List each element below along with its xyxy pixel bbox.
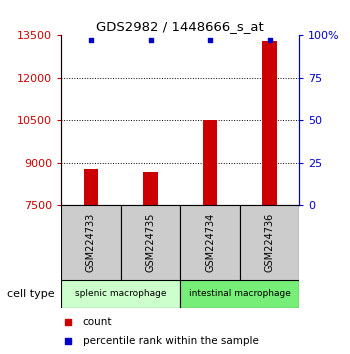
Text: GSM224736: GSM224736 bbox=[265, 213, 274, 272]
Text: splenic macrophage: splenic macrophage bbox=[75, 289, 167, 298]
Bar bbox=[121, 205, 180, 280]
Text: cell type: cell type bbox=[7, 289, 55, 299]
Bar bbox=[143, 172, 158, 205]
Text: GSM224735: GSM224735 bbox=[146, 213, 155, 272]
Point bbox=[65, 320, 71, 325]
Bar bbox=[180, 205, 240, 280]
Point bbox=[267, 37, 272, 42]
Point bbox=[148, 37, 153, 42]
Point bbox=[207, 37, 213, 42]
Point bbox=[88, 37, 94, 42]
Bar bbox=[84, 169, 98, 205]
Bar bbox=[61, 280, 180, 308]
Title: GDS2982 / 1448666_s_at: GDS2982 / 1448666_s_at bbox=[96, 20, 264, 33]
Text: percentile rank within the sample: percentile rank within the sample bbox=[83, 336, 259, 346]
Text: intestinal macrophage: intestinal macrophage bbox=[189, 289, 291, 298]
Text: GSM224733: GSM224733 bbox=[86, 213, 96, 272]
Bar bbox=[240, 205, 299, 280]
Bar bbox=[61, 205, 121, 280]
Bar bbox=[203, 120, 217, 205]
Text: count: count bbox=[83, 318, 112, 327]
Point bbox=[65, 338, 71, 343]
Bar bbox=[262, 41, 277, 205]
Bar bbox=[180, 280, 299, 308]
Text: GSM224734: GSM224734 bbox=[205, 213, 215, 272]
